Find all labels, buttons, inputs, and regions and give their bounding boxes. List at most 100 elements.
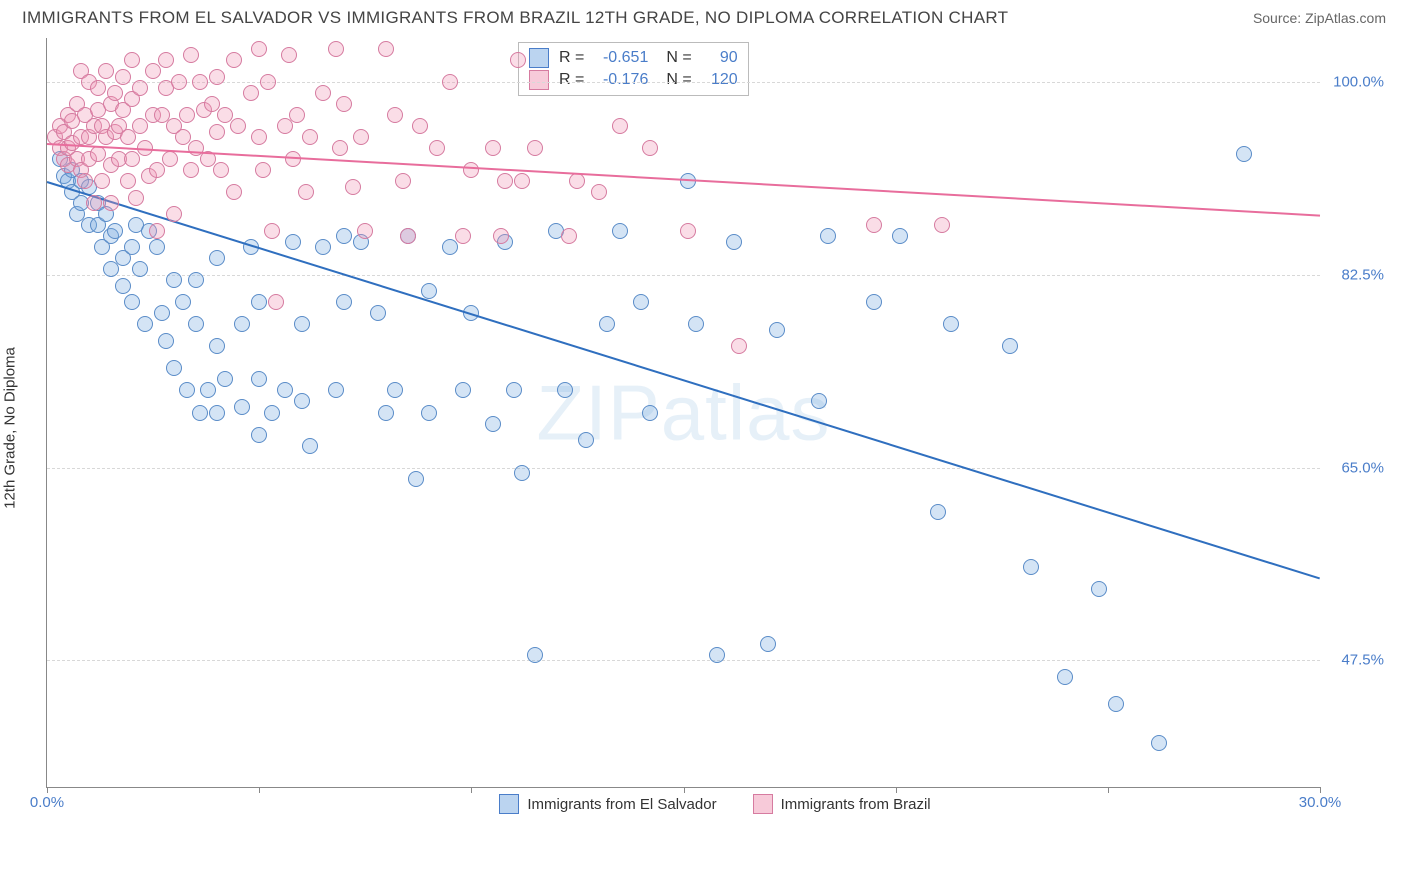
data-point-pink [866,217,882,233]
data-point-blue [633,294,649,310]
data-point-pink [124,52,140,68]
data-point-pink [264,223,280,239]
data-point-pink [255,162,271,178]
data-point-pink [315,85,331,101]
data-point-pink [94,173,110,189]
data-point-blue [527,647,543,663]
y-tick-label: 82.5% [1324,266,1384,283]
swatch-blue-icon [499,794,519,814]
data-point-blue [158,333,174,349]
data-point-pink [158,52,174,68]
data-point-blue [285,234,301,250]
data-point-blue [328,382,344,398]
legend-item-blue: Immigrants from El Salvador [499,794,716,814]
data-point-pink [731,338,747,354]
data-point-blue [892,228,908,244]
data-point-pink [179,107,195,123]
data-point-pink [442,74,458,90]
data-point-pink [485,140,501,156]
x-tick-mark [684,787,685,793]
data-point-pink [124,151,140,167]
data-point-pink [77,173,93,189]
data-point-blue [769,322,785,338]
data-point-pink [209,69,225,85]
data-point-blue [277,382,293,398]
data-point-blue [408,471,424,487]
data-point-blue [421,405,437,421]
data-point-pink [226,52,242,68]
data-point-blue [599,316,615,332]
data-point-pink [149,162,165,178]
data-point-blue [209,405,225,421]
source-label: Source: ZipAtlas.com [1253,10,1386,26]
data-point-blue [166,360,182,376]
data-point-pink [132,80,148,96]
data-point-blue [930,504,946,520]
data-point-blue [149,239,165,255]
data-point-pink [612,118,628,134]
data-point-blue [506,382,522,398]
data-point-pink [120,173,136,189]
data-point-blue [709,647,725,663]
gridline-horizontal [47,82,1320,83]
data-point-pink [171,74,187,90]
data-point-pink [569,173,585,189]
data-point-pink [289,107,305,123]
data-point-pink [209,124,225,140]
data-point-blue [760,636,776,652]
data-point-pink [268,294,284,310]
data-point-pink [251,41,267,57]
data-point-blue [192,405,208,421]
data-point-blue [421,283,437,299]
data-point-pink [336,96,352,112]
data-point-blue [251,294,267,310]
data-point-pink [107,85,123,101]
data-point-pink [98,63,114,79]
legend-r-value-blue: -0.651 [590,49,648,67]
data-point-blue [294,316,310,332]
data-point-pink [251,129,267,145]
data-point-pink [561,228,577,244]
data-point-blue [578,432,594,448]
data-point-blue [811,393,827,409]
legend-n-value-blue: 90 [698,49,738,67]
data-point-pink [128,190,144,206]
data-point-blue [1091,581,1107,597]
data-point-blue [1057,669,1073,685]
data-point-blue [315,239,331,255]
data-point-pink [145,63,161,79]
data-point-blue [455,382,471,398]
data-point-pink [120,129,136,145]
data-point-pink [395,173,411,189]
data-point-blue [188,272,204,288]
legend-label-blue: Immigrants from El Salvador [527,796,716,813]
data-point-pink [527,140,543,156]
scatter-plot: ZIPatlas R = -0.651 N = 90 R = -0.176 N … [46,38,1320,788]
data-point-pink [277,118,293,134]
data-point-blue [1236,146,1252,162]
data-point-pink [162,151,178,167]
x-tick-mark [896,787,897,793]
series-legend: Immigrants from El Salvador Immigrants f… [42,794,1388,814]
data-point-pink [400,228,416,244]
data-point-pink [281,47,297,63]
swatch-blue-icon [529,48,549,68]
data-point-pink [680,223,696,239]
legend-label-pink: Immigrants from Brazil [781,796,931,813]
data-point-blue [175,294,191,310]
data-point-pink [166,206,182,222]
data-point-pink [497,173,513,189]
data-point-blue [1108,696,1124,712]
data-point-pink [260,74,276,90]
data-point-blue [387,382,403,398]
legend-r-label: R = [559,71,584,89]
data-point-blue [294,393,310,409]
data-point-pink [455,228,471,244]
data-point-blue [866,294,882,310]
data-point-blue [209,338,225,354]
data-point-pink [429,140,445,156]
data-point-pink [934,217,950,233]
gridline-horizontal [47,275,1320,276]
data-point-blue [234,399,250,415]
y-tick-label: 47.5% [1324,652,1384,669]
